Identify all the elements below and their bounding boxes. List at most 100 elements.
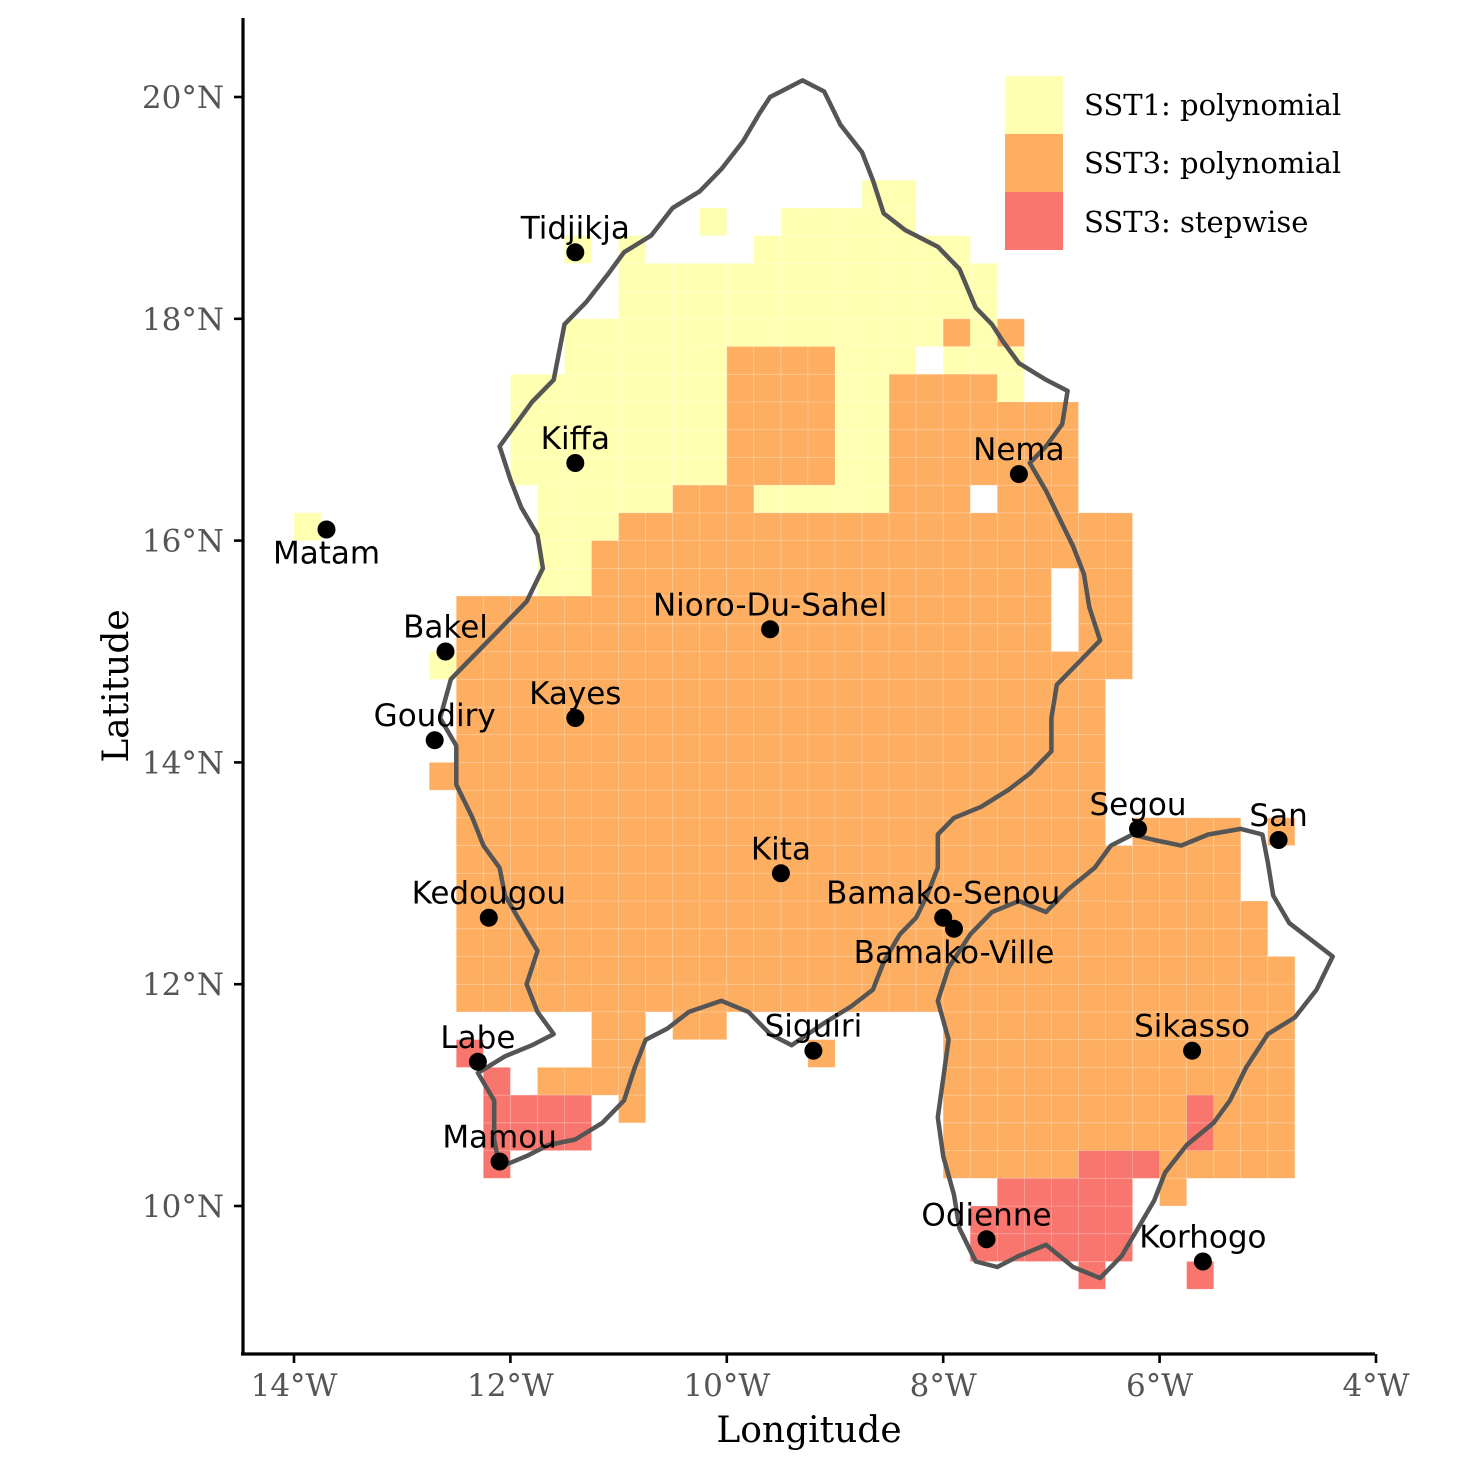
city-point-san bbox=[1269, 831, 1288, 849]
grid-cell bbox=[942, 872, 971, 902]
grid-cell bbox=[942, 290, 971, 320]
grid-cell bbox=[1051, 845, 1079, 874]
grid-cell bbox=[834, 789, 863, 819]
x-tick-label: 4°W bbox=[1342, 1368, 1409, 1404]
grid-cell bbox=[915, 623, 944, 652]
grid-cell bbox=[888, 512, 917, 542]
grid-cell bbox=[618, 262, 647, 292]
grid-cell bbox=[807, 346, 836, 375]
grid-cell bbox=[861, 817, 890, 846]
grid-cell bbox=[564, 678, 592, 708]
y-tick-label: 20°N bbox=[142, 80, 224, 116]
grid-cell bbox=[672, 678, 701, 708]
grid-cell bbox=[537, 429, 565, 458]
city-point-kiffa bbox=[566, 454, 585, 472]
city-label-tidjikja: Tidjikja bbox=[520, 210, 630, 246]
grid-cell bbox=[1023, 1094, 1052, 1124]
grid-cell bbox=[861, 900, 890, 930]
grid-cell bbox=[969, 817, 998, 846]
grid-cell bbox=[834, 706, 863, 736]
grid-cell bbox=[942, 373, 971, 403]
grid-cell bbox=[699, 262, 728, 292]
grid-cell bbox=[969, 706, 998, 736]
grid-cell bbox=[942, 512, 971, 542]
grid-cell bbox=[1078, 928, 1106, 957]
grid-cell bbox=[753, 789, 782, 819]
grid-cell bbox=[780, 401, 809, 431]
grid-cell bbox=[807, 484, 836, 514]
grid-cell bbox=[537, 457, 565, 486]
city-point-kita bbox=[771, 864, 790, 883]
grid-cell bbox=[1213, 845, 1242, 874]
grid-cell bbox=[834, 678, 863, 708]
grid-cell bbox=[672, 262, 701, 292]
grid-cell bbox=[753, 373, 782, 403]
grid-cell bbox=[969, 845, 998, 874]
grid-cell bbox=[645, 928, 674, 957]
grid-cell bbox=[753, 235, 782, 264]
grid-cell bbox=[699, 817, 728, 846]
grid-cell bbox=[672, 734, 701, 763]
grid-cell bbox=[645, 651, 674, 680]
grid-cell bbox=[591, 872, 619, 902]
grid-cell bbox=[888, 706, 917, 736]
grid-cell bbox=[780, 484, 809, 514]
grid-cell bbox=[834, 734, 863, 763]
grid-cell bbox=[1132, 845, 1161, 874]
grid-cell bbox=[1051, 1094, 1079, 1124]
grid-cell bbox=[699, 540, 728, 569]
grid-cell bbox=[1051, 983, 1079, 1013]
grid-cell bbox=[915, 401, 944, 431]
x-tick-label: 6°W bbox=[1126, 1368, 1193, 1404]
grid-cell bbox=[1132, 1094, 1161, 1124]
grid-cell bbox=[1240, 983, 1269, 1013]
grid-cell bbox=[618, 872, 647, 902]
grid-cell bbox=[753, 567, 782, 597]
grid-cell bbox=[807, 401, 836, 431]
grid-cell bbox=[699, 734, 728, 763]
grid-cell bbox=[942, 983, 971, 1013]
grid-cell bbox=[1078, 1011, 1106, 1041]
grid-cell bbox=[482, 928, 511, 957]
grid-cell bbox=[699, 1011, 728, 1041]
grid-cell bbox=[996, 678, 1025, 708]
grid-cell bbox=[1186, 956, 1215, 985]
grid-cell bbox=[726, 789, 755, 819]
grid-cell bbox=[482, 817, 511, 846]
grid-cell bbox=[1051, 1150, 1079, 1179]
grid-cell bbox=[564, 956, 592, 985]
region-sst3_poly bbox=[428, 318, 1296, 1262]
grid-cell bbox=[726, 706, 755, 736]
grid-cell bbox=[699, 346, 728, 375]
grid-cell bbox=[455, 678, 484, 708]
grid-cell bbox=[645, 623, 674, 652]
grid-cell bbox=[618, 484, 647, 514]
grid-cell bbox=[834, 457, 863, 486]
grid-cell bbox=[699, 706, 728, 736]
grid-cell bbox=[1023, 845, 1052, 874]
grid-cell bbox=[753, 457, 782, 486]
grid-cell bbox=[942, 567, 971, 597]
grid-cell bbox=[645, 262, 674, 292]
grid-cell bbox=[780, 900, 809, 930]
grid-cell bbox=[672, 762, 701, 791]
grid-cell bbox=[1078, 1039, 1106, 1068]
grid-cell bbox=[1051, 817, 1079, 846]
grid-cell bbox=[753, 956, 782, 985]
city-label-matam: Matam bbox=[273, 536, 380, 572]
grid-cell bbox=[1132, 928, 1161, 957]
grid-cell bbox=[807, 540, 836, 569]
grid-cell bbox=[537, 762, 565, 791]
grid-cell bbox=[834, 845, 863, 874]
grid-cell bbox=[1132, 1122, 1161, 1151]
grid-cell bbox=[1051, 1205, 1079, 1235]
grid-cell bbox=[888, 346, 917, 375]
grid-cell bbox=[509, 734, 538, 763]
grid-cell bbox=[645, 762, 674, 791]
grid-cell bbox=[672, 623, 701, 652]
grid-cell bbox=[645, 318, 674, 347]
grid-cell bbox=[1186, 928, 1215, 957]
grid-cell bbox=[807, 429, 836, 458]
grid-cell bbox=[1078, 900, 1106, 930]
grid-cell bbox=[509, 872, 538, 902]
